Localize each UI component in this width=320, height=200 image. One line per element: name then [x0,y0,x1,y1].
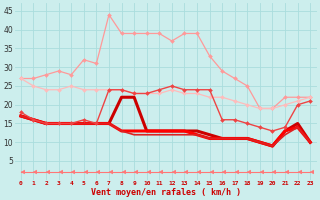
X-axis label: Vent moyen/en rafales ( km/h ): Vent moyen/en rafales ( km/h ) [91,188,241,197]
